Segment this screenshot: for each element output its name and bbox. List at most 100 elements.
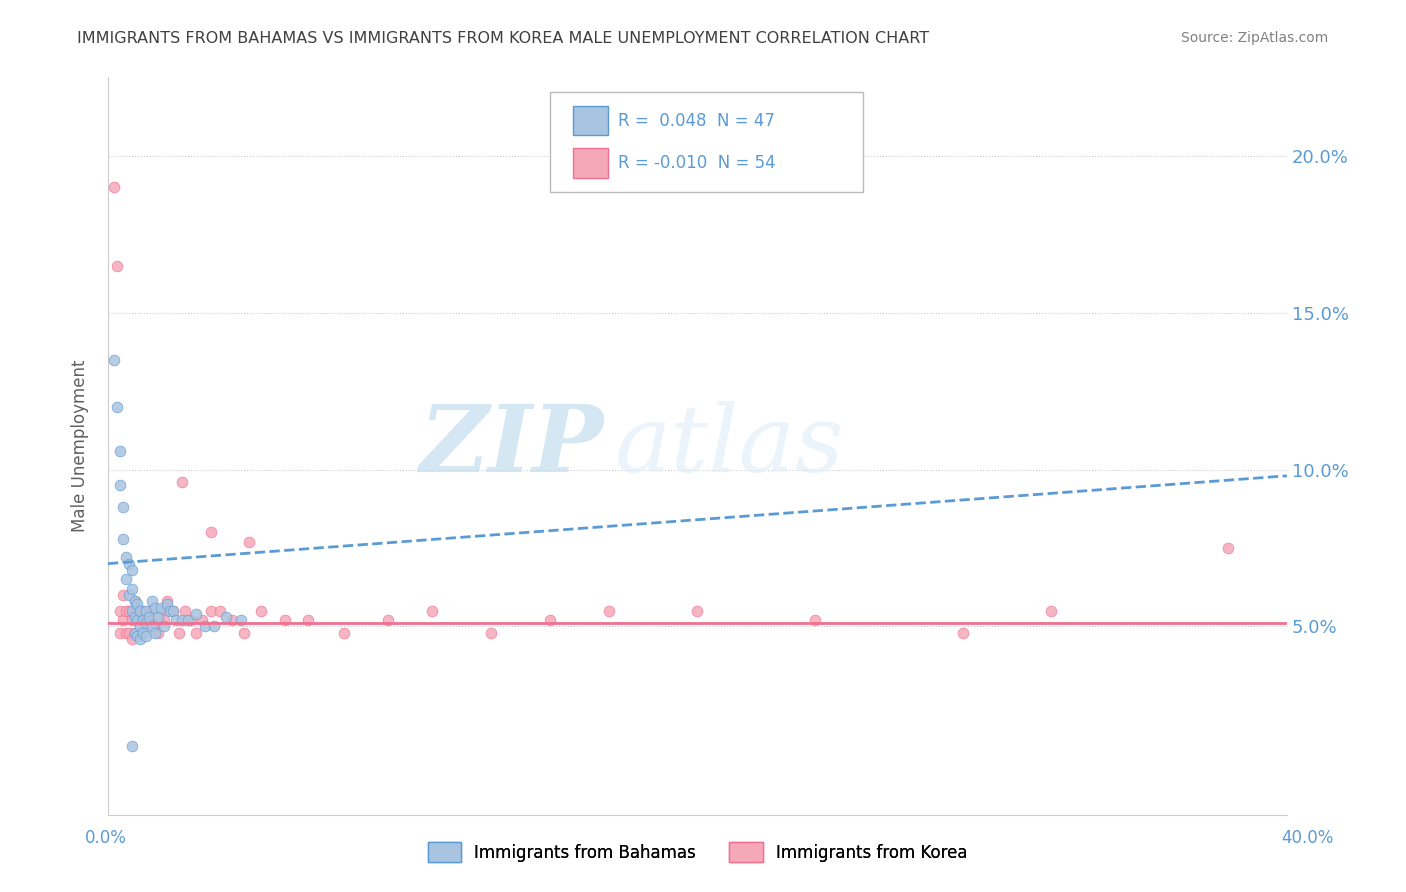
Point: [108, 478, 131, 492]
Point: [202, 619, 225, 633]
Point: [111, 500, 134, 515]
Point: [952, 625, 974, 640]
Point: [176, 613, 198, 627]
Point: [121, 582, 143, 596]
FancyBboxPatch shape: [572, 106, 607, 136]
Point: [274, 613, 297, 627]
Point: [129, 619, 152, 633]
Point: [200, 525, 222, 540]
Point: [215, 610, 238, 624]
Point: [135, 604, 157, 618]
Point: [121, 604, 143, 618]
Point: [141, 613, 163, 627]
Point: [156, 598, 179, 612]
Point: [121, 739, 143, 753]
Point: [297, 613, 319, 627]
Point: [146, 610, 169, 624]
Point: [186, 625, 208, 640]
Point: [105, 259, 128, 273]
Point: [127, 629, 149, 643]
Legend: Immigrants from Bahamas, Immigrants from Korea: Immigrants from Bahamas, Immigrants from…: [420, 835, 974, 869]
Text: R = -0.010  N = 54: R = -0.010 N = 54: [619, 154, 776, 172]
Point: [156, 594, 179, 608]
Point: [186, 607, 208, 621]
Point: [159, 604, 181, 618]
Point: [117, 625, 139, 640]
Point: [114, 550, 136, 565]
Point: [117, 557, 139, 571]
Point: [117, 604, 139, 618]
Text: atlas: atlas: [614, 401, 845, 491]
Point: [124, 625, 146, 640]
Point: [127, 604, 149, 618]
Point: [108, 604, 131, 618]
Text: ZIP: ZIP: [419, 401, 603, 491]
Point: [111, 532, 134, 546]
Y-axis label: Male Unemployment: Male Unemployment: [72, 359, 89, 533]
FancyBboxPatch shape: [572, 148, 607, 178]
Point: [121, 563, 143, 577]
Point: [114, 572, 136, 586]
Point: [124, 594, 146, 608]
Point: [108, 625, 131, 640]
Point: [194, 619, 217, 633]
Point: [598, 604, 620, 618]
Point: [127, 613, 149, 627]
Point: [170, 613, 193, 627]
Point: [420, 604, 443, 618]
Point: [114, 604, 136, 618]
Point: [138, 604, 160, 618]
Point: [135, 613, 157, 627]
Point: [191, 613, 214, 627]
Point: [132, 613, 155, 627]
Point: [170, 475, 193, 489]
Point: [105, 400, 128, 414]
Point: [114, 625, 136, 640]
Point: [162, 604, 184, 618]
Text: IMMIGRANTS FROM BAHAMAS VS IMMIGRANTS FROM KOREA MALE UNEMPLOYMENT CORRELATION C: IMMIGRANTS FROM BAHAMAS VS IMMIGRANTS FR…: [77, 31, 929, 46]
Point: [1040, 604, 1063, 618]
Point: [1216, 541, 1239, 555]
Point: [108, 443, 131, 458]
Point: [129, 604, 152, 618]
Point: [250, 604, 273, 618]
Point: [479, 625, 502, 640]
Point: [162, 604, 184, 618]
Point: [153, 613, 176, 627]
Point: [103, 180, 125, 194]
Point: [221, 613, 243, 627]
Point: [127, 598, 149, 612]
Point: [129, 632, 152, 646]
Point: [143, 600, 166, 615]
Point: [141, 619, 163, 633]
Text: Source: ZipAtlas.com: Source: ZipAtlas.com: [1181, 31, 1329, 45]
Point: [238, 534, 260, 549]
Point: [150, 600, 173, 615]
Point: [377, 613, 399, 627]
Point: [232, 625, 254, 640]
Point: [117, 588, 139, 602]
Point: [686, 604, 709, 618]
Point: [229, 613, 252, 627]
Point: [804, 613, 827, 627]
Point: [103, 352, 125, 367]
Point: [146, 625, 169, 640]
Point: [167, 625, 190, 640]
Point: [121, 613, 143, 627]
Point: [538, 613, 561, 627]
Point: [132, 625, 155, 640]
Point: [127, 625, 149, 640]
Point: [111, 613, 134, 627]
Point: [165, 613, 187, 627]
Point: [121, 632, 143, 646]
Point: [180, 613, 202, 627]
Point: [143, 625, 166, 640]
Point: [200, 604, 222, 618]
Point: [173, 604, 195, 618]
Point: [135, 629, 157, 643]
Point: [141, 594, 163, 608]
Point: [135, 616, 157, 631]
Point: [129, 604, 152, 618]
Point: [124, 610, 146, 624]
Text: 40.0%: 40.0%: [1281, 829, 1334, 847]
